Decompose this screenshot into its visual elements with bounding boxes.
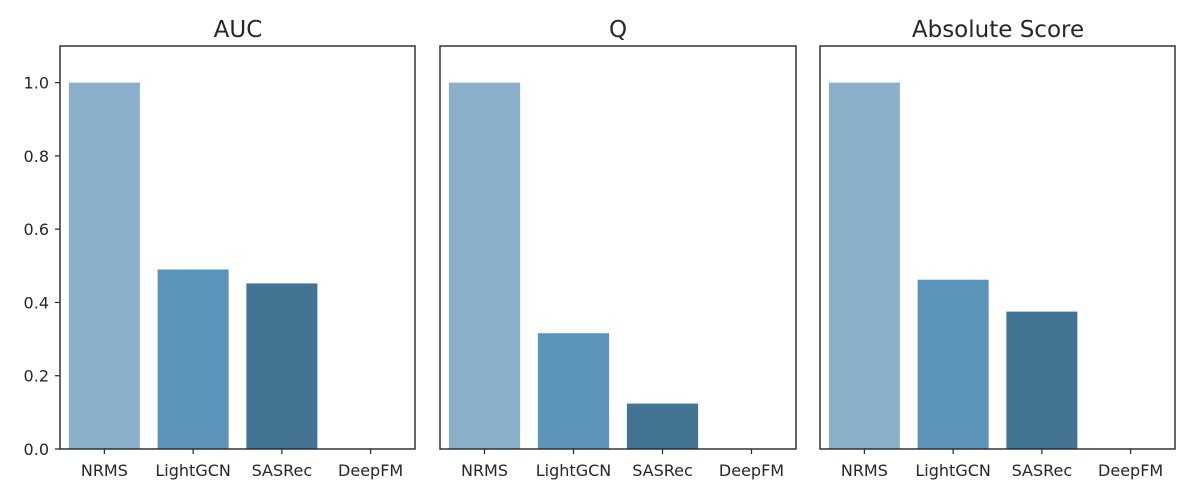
axes-frame <box>819 45 1176 450</box>
bar <box>537 333 610 449</box>
bar <box>448 82 521 449</box>
y-tick-label: 0.6 <box>24 220 49 239</box>
x-tick-label: SASRec <box>252 461 313 480</box>
bar <box>246 283 318 449</box>
x-axis: NRMS LightGCN SASRec DeepFM <box>461 449 784 480</box>
x-tick-label: DeepFM <box>1098 461 1163 480</box>
x-tick-label: DeepFM <box>719 461 784 480</box>
panel-title: AUC <box>214 17 263 43</box>
x-axis: NRMS LightGCN SASRec DeepFM <box>841 449 1163 480</box>
y-tick-label: 0.0 <box>24 440 49 459</box>
panel-auc: AUC 0.0 0.2 0.4 0.6 0.8 1.0 NRMS LightGCN SASRe… <box>24 17 416 480</box>
x-tick-label: LightGCN <box>155 461 230 480</box>
y-tick-label: 0.2 <box>24 367 49 386</box>
x-tick-label: LightGCN <box>915 461 990 480</box>
panel-title: Q <box>609 17 627 43</box>
x-tick-label: LightGCN <box>536 461 611 480</box>
bar <box>68 82 140 449</box>
y-tick-label: 1.0 <box>24 74 49 93</box>
bars <box>448 82 699 449</box>
x-tick-label: SASRec <box>1012 461 1073 480</box>
bar <box>1006 311 1078 449</box>
bar <box>626 403 699 449</box>
y-tick-label: 0.8 <box>24 147 49 166</box>
bar <box>917 279 989 449</box>
axes-frame <box>59 45 416 450</box>
x-tick-label: DeepFM <box>338 461 403 480</box>
bar <box>157 269 229 449</box>
x-tick-label: SASRec <box>632 461 693 480</box>
bar <box>828 82 900 449</box>
y-axis: 0.0 0.2 0.4 0.6 0.8 1.0 <box>24 74 60 459</box>
panel-absolute-score: Absolute Score NRMS LightGCN SASRec DeepFM <box>819 17 1176 480</box>
bars <box>828 82 1078 449</box>
x-tick-label: NRMS <box>461 461 508 480</box>
x-axis: NRMS LightGCN SASRec DeepFM <box>81 449 403 480</box>
x-tick-label: NRMS <box>81 461 128 480</box>
panel-title: Absolute Score <box>912 17 1084 43</box>
axes-frame <box>439 45 797 450</box>
x-tick-label: NRMS <box>841 461 888 480</box>
y-tick-label: 0.4 <box>24 293 49 312</box>
panel-q: Q NRMS LightGCN SASRec DeepFM <box>439 17 797 480</box>
bars <box>68 82 318 449</box>
